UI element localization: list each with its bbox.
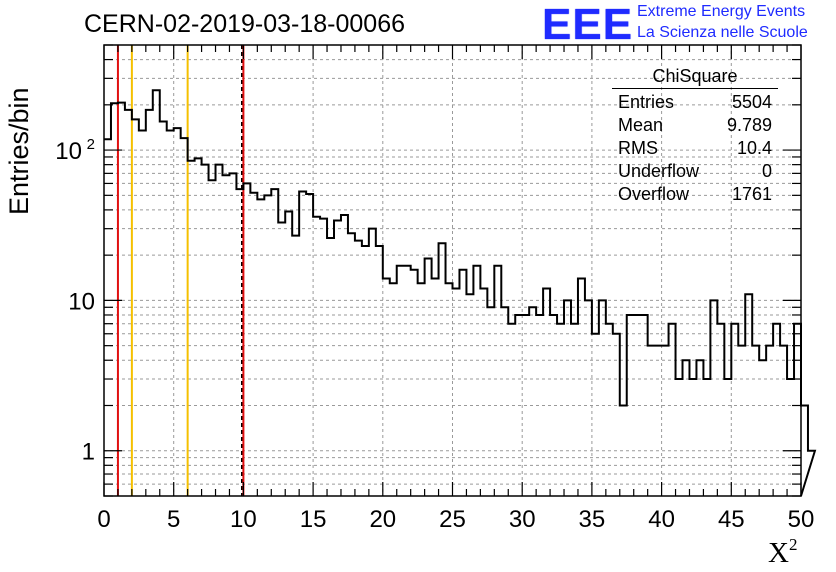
x-axis-label: X2 xyxy=(768,535,798,570)
y-tick-label: 10 xyxy=(68,288,95,315)
axis-ticks xyxy=(103,44,802,497)
x-tick-label: 0 xyxy=(97,506,110,533)
x-tick-label: 45 xyxy=(718,506,745,533)
stats-label: Entries xyxy=(618,92,675,112)
y-axis-label: Entries/bin xyxy=(4,87,34,215)
x-axis-label-sup: 2 xyxy=(788,535,798,554)
stats-row: Underflow 0 xyxy=(612,160,778,183)
x-tick-label: 10 xyxy=(230,506,257,533)
logo-line-2: La Scienza nelle Scuole xyxy=(637,24,808,41)
histogram-line xyxy=(104,89,817,497)
stats-value: 5504 xyxy=(731,92,772,112)
x-tick-label: 30 xyxy=(509,506,536,533)
axis-tick-labels: 0 5 10 15 20 25 30 35 40 45 50 1 10 10 2 xyxy=(55,136,814,533)
stats-row: RMS 10.4 xyxy=(612,137,778,160)
stats-row: Entries 5504 xyxy=(612,91,778,114)
plot-title: CERN-02-2019-03-18-00066 xyxy=(84,10,406,38)
logo-line-1: Extreme Energy Events xyxy=(637,3,806,20)
x-tick-label: 20 xyxy=(369,506,396,533)
stats-label: Mean xyxy=(618,115,664,135)
stats-box: ChiSquare Entries 5504 Mean 9.789 RMS 10.4 … xyxy=(612,66,778,206)
y-tick-label-exponent: 2 xyxy=(87,136,95,153)
stats-label: RMS xyxy=(618,138,658,158)
x-axis-label-base: X xyxy=(768,537,789,569)
stats-label: Underflow xyxy=(618,161,700,181)
stats-row: Mean 9.789 xyxy=(612,114,778,137)
stats-label: Overflow xyxy=(618,184,690,204)
y-tick-label: 1 xyxy=(82,439,95,466)
stats-row: Overflow 1761 xyxy=(612,183,778,206)
eee-logo: EEE xyxy=(542,0,634,49)
cut-lines xyxy=(116,45,245,496)
x-tick-label: 15 xyxy=(300,506,327,533)
stats-value: 9.789 xyxy=(726,115,772,135)
y-tick-label: 10 xyxy=(55,138,82,165)
x-tick-label: 35 xyxy=(579,506,606,533)
x-tick-label: 40 xyxy=(648,506,675,533)
stats-value: 10.4 xyxy=(736,138,772,158)
stats-value: 0 xyxy=(761,161,772,181)
x-tick-label: 25 xyxy=(439,506,466,533)
stats-box-title: ChiSquare xyxy=(612,66,778,89)
x-tick-label: 50 xyxy=(788,506,815,533)
x-tick-label: 5 xyxy=(167,506,180,533)
stats-value: 1761 xyxy=(731,184,772,204)
